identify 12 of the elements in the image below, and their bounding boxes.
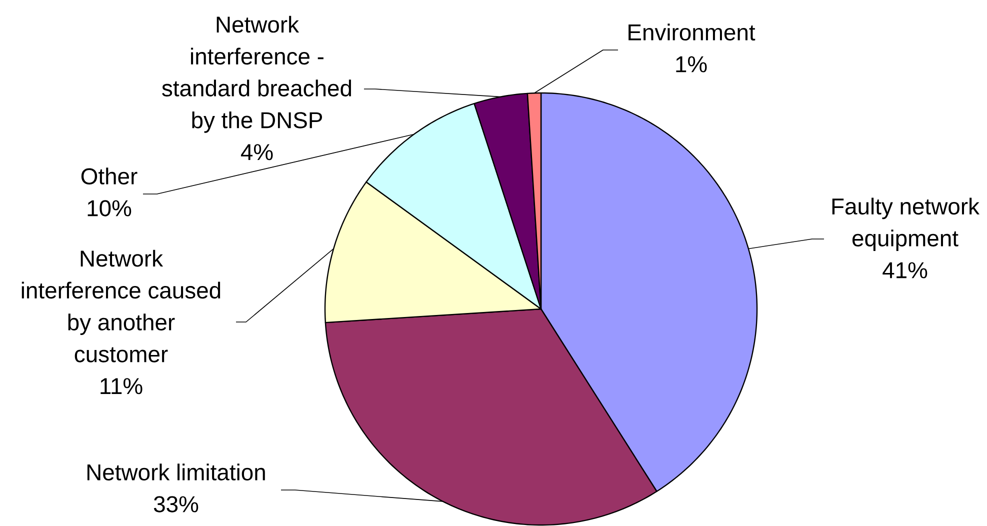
data-label: 1%	[676, 56, 707, 72]
slice-label: Network limitation	[87, 464, 265, 480]
slice-label: Faulty network equipment	[832, 198, 980, 251]
data-label: 10%	[88, 200, 132, 216]
data-label: 4%	[240, 144, 273, 160]
slice-label: Other	[81, 168, 138, 184]
data-label: 41%	[882, 262, 928, 278]
data-label: 11%	[100, 378, 142, 394]
slice-label: Environment	[628, 24, 756, 41]
data-label: 33%	[154, 496, 198, 512]
slice-label: Network interference caused by another customer	[22, 250, 220, 362]
slice-label: Network interference - standard breached by the DNSP	[162, 16, 352, 133]
